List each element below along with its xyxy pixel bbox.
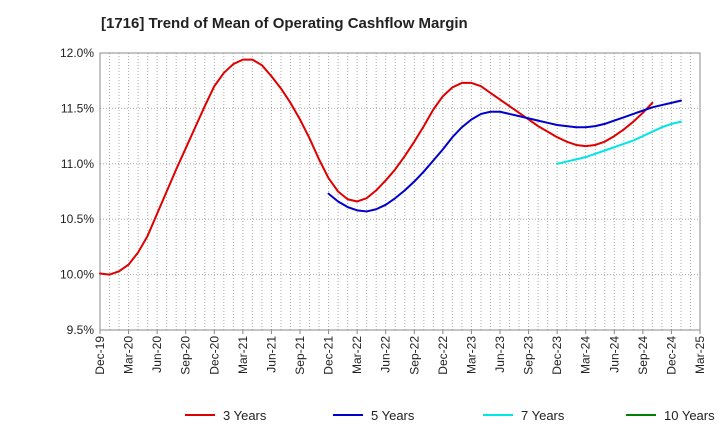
legend-label-3-years: 3 Years: [223, 408, 267, 423]
series-lines: [99, 58, 682, 276]
series-line-3-years: [99, 58, 654, 276]
series-line-7-years: [556, 120, 682, 165]
x-tick-label: Dec-24: [664, 336, 678, 375]
x-tick-label: Dec-20: [207, 336, 221, 375]
y-tick-label: 10.5%: [60, 212, 94, 226]
x-tick-label: Dec-23: [550, 336, 564, 375]
y-tick-label: 11.0%: [61, 157, 94, 171]
x-tick-label: Sep-21: [293, 336, 307, 375]
x-tick-label: Sep-23: [522, 336, 536, 375]
x-tick-label: Jun-24: [607, 336, 621, 373]
x-tick-label: Jun-21: [264, 336, 278, 373]
x-tick-label: Jun-23: [493, 336, 507, 373]
x-tick-label: Mar-23: [464, 336, 478, 374]
y-tick-label: 12.0%: [60, 46, 94, 60]
plot-frame: [99, 52, 701, 331]
grid-lines: [100, 52, 701, 331]
legend-label-5-years: 5 Years: [371, 408, 415, 423]
legend-label-10-years: 10 Years: [664, 408, 715, 423]
chart-title: [1716] Trend of Mean of Operating Cashfl…: [101, 15, 468, 32]
x-tick-label: Mar-21: [236, 336, 250, 374]
x-tick-label: Mar-20: [122, 336, 136, 374]
x-tick-label: Mar-24: [579, 336, 593, 374]
x-axis: Dec-19 Mar-20 Jun-20 Sep-20 Dec-20 Mar-21 Jun-…: [93, 330, 707, 375]
x-tick-label: Sep-22: [407, 336, 421, 375]
legend: 3 Years 5 Years 7 Years 10 Years: [185, 408, 715, 423]
y-tick-label: 11.5%: [61, 101, 94, 115]
x-tick-label: Dec-19: [93, 336, 107, 375]
legend-label-7-years: 7 Years: [521, 408, 565, 423]
x-tick-label: Mar-22: [350, 336, 364, 374]
plot-border: [99, 52, 701, 331]
y-tick-label: 9.5%: [67, 323, 95, 337]
x-tick-label: Jun-22: [379, 336, 393, 373]
y-tick-label: 10.0%: [60, 268, 94, 282]
x-tick-label: Sep-20: [179, 336, 193, 375]
series-line-5-years: [327, 99, 682, 213]
x-tick-label: Sep-24: [636, 336, 650, 375]
x-tick-label: Mar-25: [693, 336, 707, 374]
y-axis: 9.5% 10.0% 10.5% 11.0% 11.5% 12.0%: [60, 46, 94, 337]
x-tick-label: Dec-22: [436, 336, 450, 375]
x-tick-label: Jun-20: [150, 336, 164, 373]
x-tick-label: Dec-21: [322, 336, 336, 375]
